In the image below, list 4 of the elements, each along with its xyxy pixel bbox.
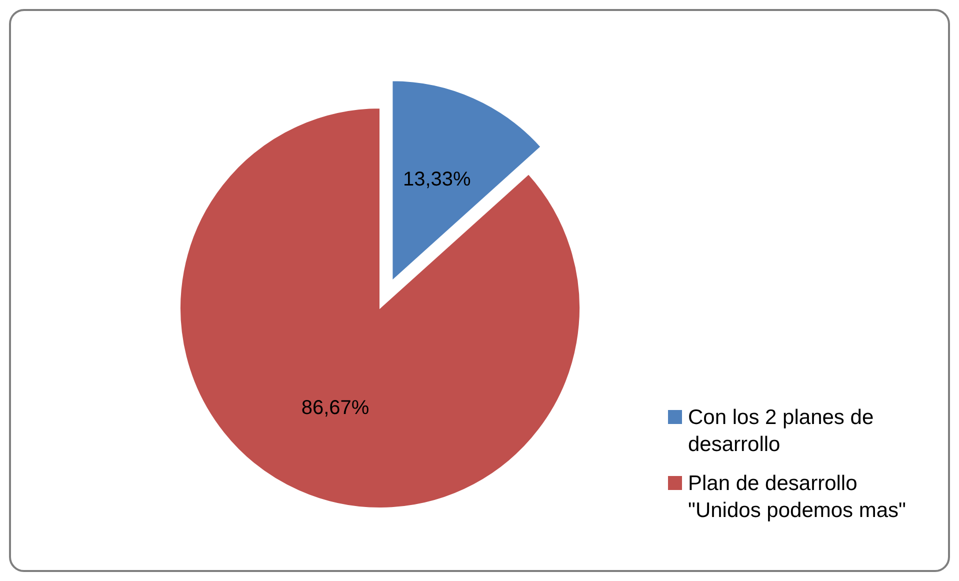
data-label: 86,67% (301, 396, 370, 419)
legend-label: Con los 2 planes de desarrollo (688, 406, 874, 456)
legend-label: Plan de desarrollo "Unidos podemos mas" (688, 472, 906, 522)
data-label: 13,33% (403, 168, 472, 190)
